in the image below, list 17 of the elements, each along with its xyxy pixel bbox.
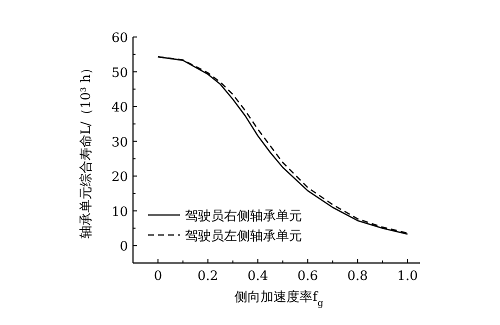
y-tick-label: 0 [120, 240, 128, 255]
y-tick-label: 60 [111, 31, 128, 46]
x-tick-label: 0 [154, 269, 162, 284]
x-tick-label: 0.2 [198, 269, 218, 284]
x-tick-label: 0.6 [297, 269, 318, 284]
x-tick-label: 0.8 [347, 269, 368, 284]
y-axis-title: 轴承单元综合寿命L/（10³ h） [79, 61, 94, 239]
x-tick-label: 1.0 [397, 269, 418, 284]
y-tick-label: 10 [111, 204, 128, 220]
x-tick-label: 0.4 [247, 269, 268, 284]
y-tick-label: 40 [111, 100, 128, 116]
legend-label: 驾驶员右侧轴承单元 [185, 209, 302, 224]
y-tick-label: 50 [111, 66, 128, 81]
x-axis-title: 侧向加速度率f$_{g}$ [234, 289, 324, 309]
y-tick-label: 20 [111, 170, 128, 186]
legend-label: 驾驶员左侧轴承单元 [185, 229, 302, 244]
y-tick-label: 30 [111, 135, 128, 150]
